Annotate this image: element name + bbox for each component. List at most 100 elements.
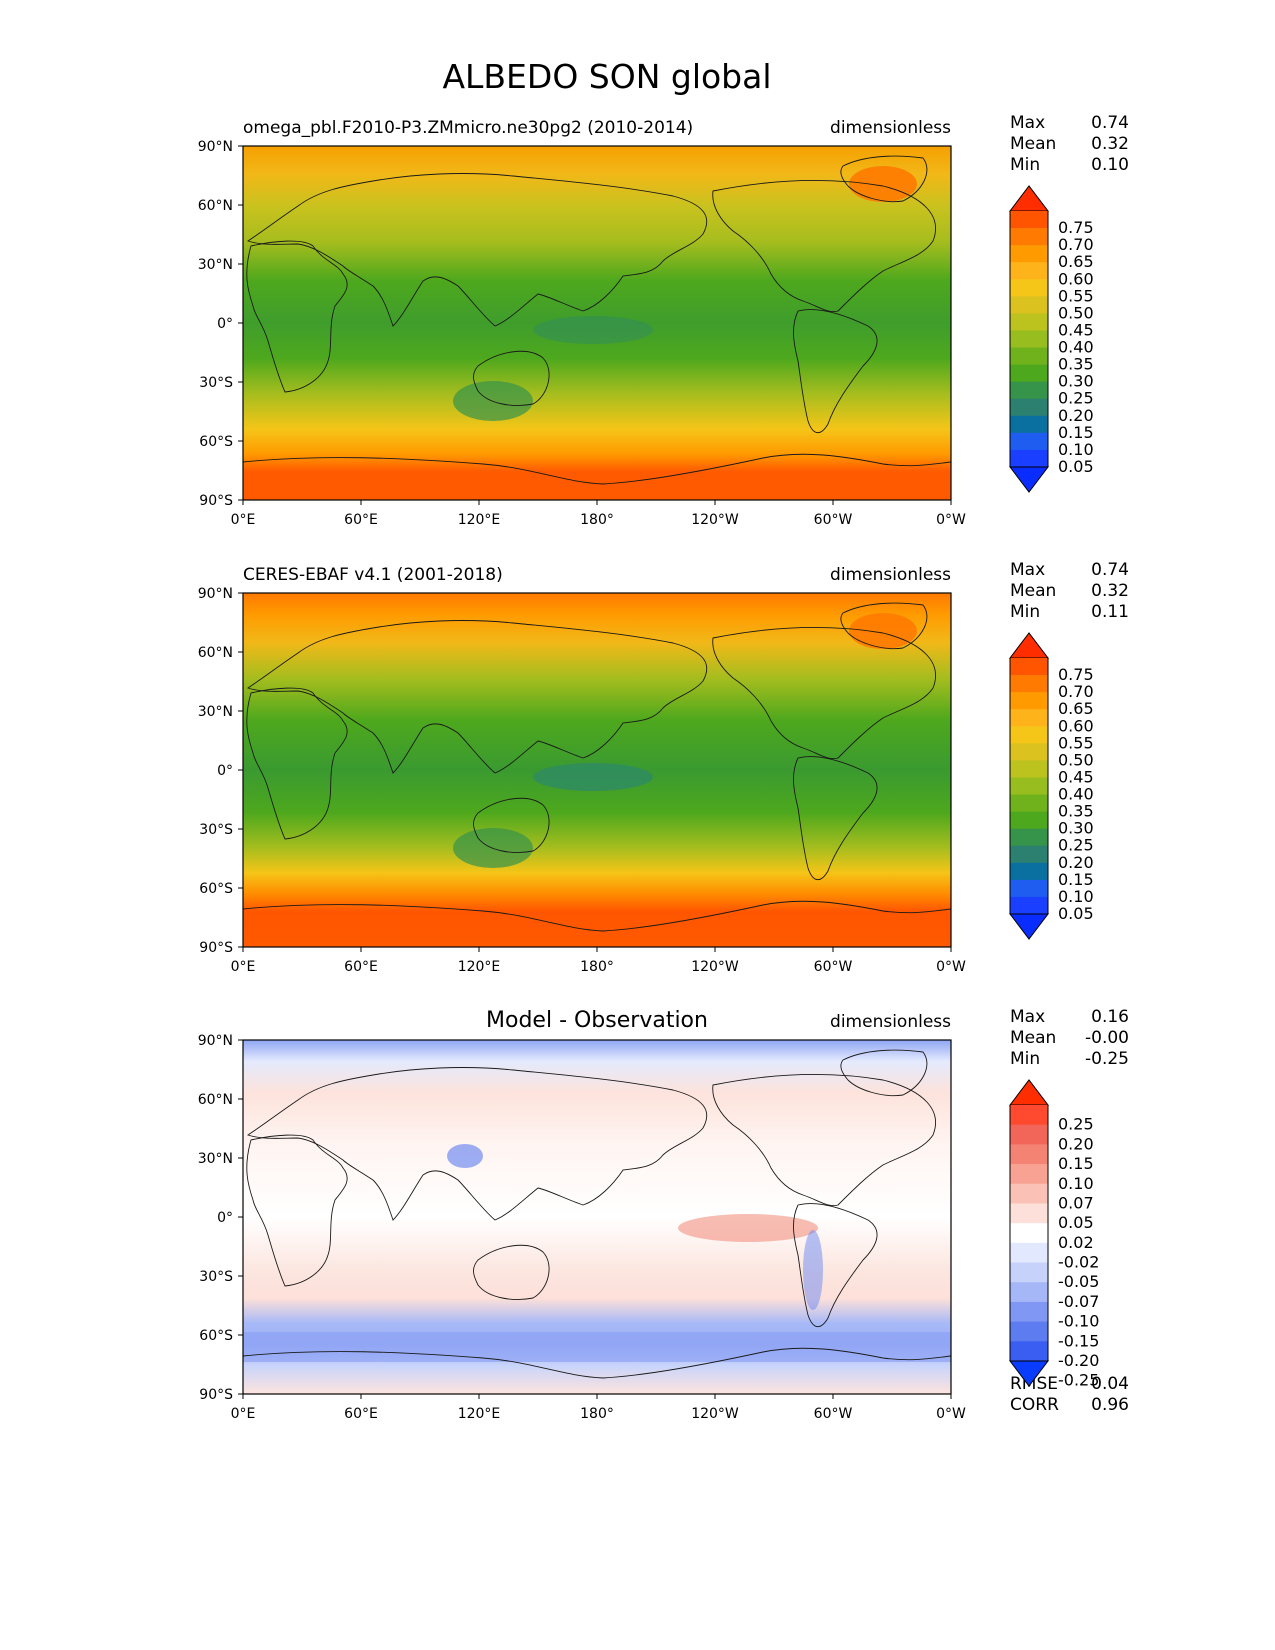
coastline-5 xyxy=(793,1203,878,1328)
lat-tick-label: 90°S xyxy=(199,493,233,509)
lon-tick-label: 0°E xyxy=(231,512,256,528)
lon-tick-label: 0°W xyxy=(936,959,966,975)
coastline-2 xyxy=(473,797,550,853)
colorbar xyxy=(1008,632,1050,940)
colorbar-segment xyxy=(1010,313,1048,331)
lat-tick-label: 30°S xyxy=(199,1269,233,1285)
colorbar-label: -0.02 xyxy=(1058,1253,1099,1272)
colorbar-label: -0.05 xyxy=(1058,1272,1099,1291)
lat-tick-label: 0° xyxy=(217,763,233,779)
coastline-2 xyxy=(473,350,550,406)
lat-tick-label: 60°N xyxy=(198,198,233,214)
lon-tick-label: 180° xyxy=(580,1406,614,1422)
colorbar-segment xyxy=(1010,828,1048,847)
colorbar-label: 0.15 xyxy=(1058,1154,1094,1173)
lat-tick-label: 30°N xyxy=(198,257,233,273)
lat-tick-label: 60°N xyxy=(198,1092,233,1108)
colorbar-segment xyxy=(1010,1223,1048,1244)
colorbar-label: 0.55 xyxy=(1058,286,1094,305)
colorbar-label: 0.30 xyxy=(1058,819,1094,838)
lat-tick-label: 60°S xyxy=(199,1328,233,1344)
colorbar-label: 0.45 xyxy=(1058,767,1094,786)
lat-tick-label: 90°N xyxy=(198,586,233,602)
colorbar-segment xyxy=(1010,1183,1048,1204)
colorbar-segment xyxy=(1010,675,1048,693)
colorbar-segment xyxy=(1010,862,1048,881)
stat-label: Mean xyxy=(1010,134,1056,154)
map-field xyxy=(243,146,951,500)
colorbar-label: 0.75 xyxy=(1058,665,1094,684)
colorbar-label: 0.30 xyxy=(1058,372,1094,391)
panel-title: Model - Observation xyxy=(486,1008,708,1033)
lon-tick-label: 60°W xyxy=(814,959,853,975)
map-panel-obs: 90°N 60°N 30°N 0° 30°S 60°S 90°S 0°E 60°E 120°E 18… xyxy=(198,560,1129,975)
figure-title: ALBEDO SON global xyxy=(442,57,771,96)
colorbar-segment xyxy=(1010,1144,1048,1165)
colorbar-segment xyxy=(1010,1203,1048,1224)
colorbar-segment xyxy=(1010,658,1048,676)
stat-value: 0.74 xyxy=(1091,560,1129,580)
colorbar-segment xyxy=(1010,1301,1048,1323)
stat-label: Min xyxy=(1010,602,1040,622)
lon-tick-label: 60°E xyxy=(344,959,378,975)
coastline-0 xyxy=(246,240,348,393)
map-panel-model: 90°N 60°N 30°N 0° 30°S 60°S 90°S 0°E 60°E 120°E 18… xyxy=(198,113,1129,528)
stat-value: -0.25 xyxy=(1085,1049,1129,1069)
lon-tick-label: 120°E xyxy=(458,959,501,975)
stat-label: Max xyxy=(1010,1007,1045,1027)
panel-title: omega_pbl.F2010-P3.ZMmicro.ne30pg2 (2010… xyxy=(243,118,693,138)
lon-tick-label: 120°E xyxy=(458,1406,501,1422)
colorbar-segment xyxy=(1010,1105,1048,1126)
stat-value: 0.96 xyxy=(1091,1395,1129,1415)
stat-value: 0.11 xyxy=(1091,602,1129,622)
colorbar-segment xyxy=(1010,449,1048,468)
coastline-4 xyxy=(840,155,928,203)
colorbar-label: 0.65 xyxy=(1058,699,1094,718)
lat-tick-label: 30°S xyxy=(199,375,233,391)
lat-tick-label: 0° xyxy=(217,1210,233,1226)
colorbar-segment xyxy=(1010,262,1048,280)
stat-label: Max xyxy=(1010,560,1045,580)
colorbar-segment xyxy=(1010,1164,1048,1185)
coastline-6 xyxy=(243,1347,951,1394)
colorbar-segment xyxy=(1010,709,1048,727)
lat-tick-label: 90°S xyxy=(199,1387,233,1403)
stat-label: Max xyxy=(1010,113,1045,133)
panel-title: CERES-EBAF v4.1 (2001-2018) xyxy=(243,565,503,585)
lon-tick-label: 60°E xyxy=(344,1406,378,1422)
lat-tick-label: 30°S xyxy=(199,822,233,838)
colorbar-segment xyxy=(1010,726,1048,744)
map-panel-diff: 90°N 60°N 30°N 0° 30°S 60°S 90°S 0°E 60°E 120°E 18… xyxy=(198,1007,1129,1422)
coastline-6 xyxy=(243,900,951,947)
lat-tick-label: 60°S xyxy=(199,881,233,897)
colorbar-label: 0.05 xyxy=(1058,457,1094,476)
lat-tick-label: 60°N xyxy=(198,645,233,661)
stat-label: RMSE xyxy=(1010,1374,1058,1394)
coastline-5 xyxy=(793,756,878,881)
lon-tick-label: 180° xyxy=(580,959,614,975)
coastline-3 xyxy=(712,180,936,313)
units-label: dimensionless xyxy=(830,1012,951,1032)
colorbar-segment xyxy=(1010,896,1048,915)
colorbar-segment xyxy=(1010,1242,1048,1264)
colorbar-segment xyxy=(1010,1262,1048,1283)
coastline-1 xyxy=(246,1067,708,1221)
colorbar-label: 0.50 xyxy=(1058,750,1094,769)
colorbar-label: 0.10 xyxy=(1058,1174,1094,1193)
units-label: dimensionless xyxy=(830,118,951,138)
colorbar-segment xyxy=(1010,777,1048,796)
stat-label: CORR xyxy=(1010,1395,1059,1415)
map-field xyxy=(243,593,951,947)
stat-value: 0.74 xyxy=(1091,113,1129,133)
colorbar-segment xyxy=(1010,279,1048,297)
coastline-4 xyxy=(840,1049,928,1097)
colorbar-label: 0.05 xyxy=(1058,1213,1094,1232)
lat-tick-label: 30°N xyxy=(198,1151,233,1167)
colorbar-label: -0.25 xyxy=(1058,1371,1099,1390)
colorbar-segment xyxy=(1010,228,1048,246)
colorbar-label: 0.02 xyxy=(1058,1233,1094,1252)
stat-value: 0.32 xyxy=(1091,134,1129,154)
lon-tick-label: 120°W xyxy=(691,1406,739,1422)
colorbar-label: 0.10 xyxy=(1058,887,1094,906)
